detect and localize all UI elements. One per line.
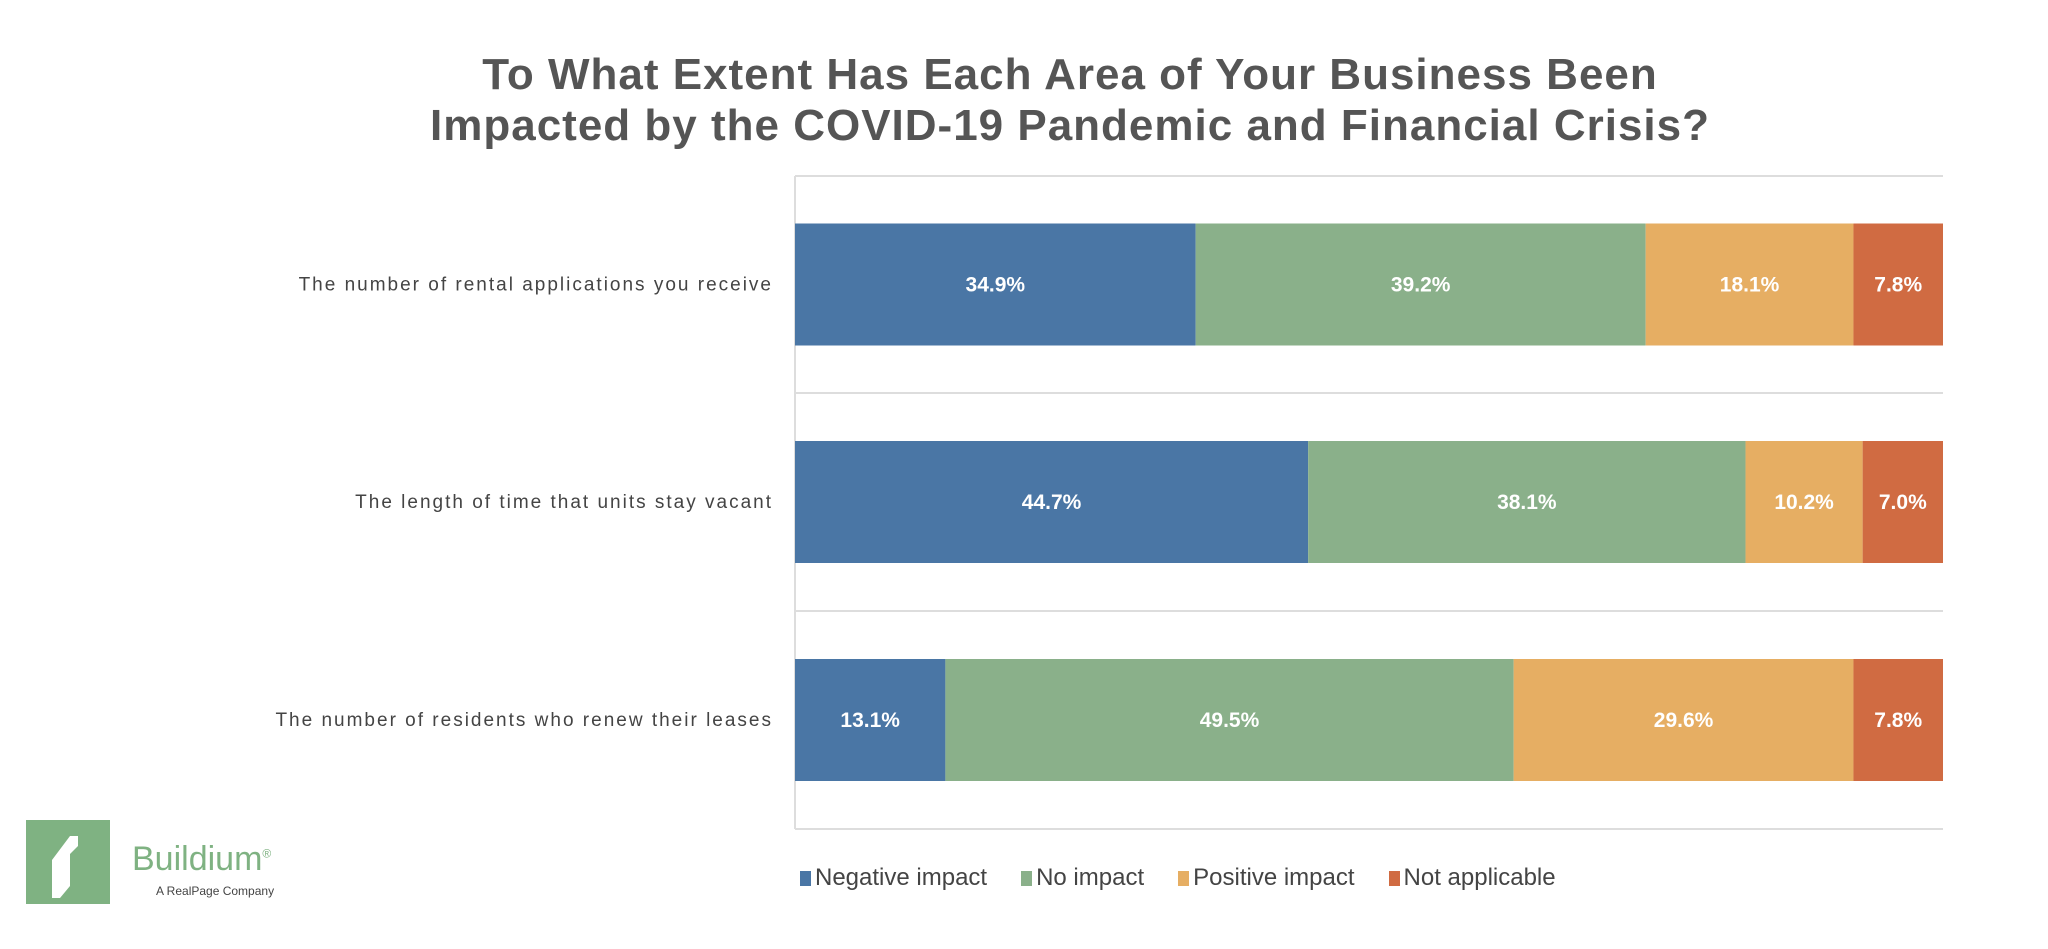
legend-swatch: [800, 870, 811, 886]
chart-title-line-2: Impacted by the COVID-19 Pandemic and Fi…: [430, 101, 1710, 150]
bar-segment: [1853, 223, 1943, 346]
data-label: 29.6%: [1654, 709, 1714, 732]
brand-name: Buildium®: [132, 840, 271, 879]
legend-swatch: [1178, 870, 1190, 886]
data-label: 39.2%: [1391, 274, 1451, 297]
legend: Negative impact No impact Positive impac…: [800, 864, 1556, 892]
building-icon: [52, 836, 78, 898]
buildium-logo-icon: [26, 820, 110, 904]
legend-item-not-applicable: Not applicable: [1388, 864, 1556, 892]
legend-label: No impact: [1036, 864, 1145, 891]
data-label: 10.2%: [1774, 491, 1834, 514]
bar-segment: [1745, 441, 1863, 563]
data-label: 7.8%: [1874, 274, 1922, 297]
legend-swatch: [1388, 870, 1400, 886]
data-label: 44.7%: [1022, 491, 1082, 514]
bar-segment: [1853, 659, 1943, 781]
bar-segment: [1195, 223, 1646, 346]
data-label: 7.8%: [1874, 709, 1922, 732]
bar-segment: [795, 441, 1309, 563]
legend-label: Not applicable: [1403, 864, 1556, 891]
data-label: 13.1%: [840, 709, 900, 732]
category-label: The number of rental applications you re…: [299, 275, 773, 296]
legend-label: Negative impact: [815, 864, 988, 891]
legend-item-negative: Negative impact: [800, 864, 987, 892]
bar-segment: [1645, 223, 1854, 346]
bar-segment: [1308, 441, 1746, 563]
registered-mark: ®: [262, 846, 272, 861]
legend-label: Positive impact: [1193, 864, 1355, 891]
legend-item-no-impact: No impact: [1021, 864, 1144, 892]
data-label: 7.0%: [1879, 491, 1927, 514]
data-label: 18.1%: [1720, 274, 1780, 297]
data-label: 34.9%: [966, 274, 1026, 297]
data-label: 38.1%: [1497, 491, 1557, 514]
chart-title-line-1: To What Extent Has Each Area of Your Bus…: [482, 50, 1658, 99]
data-label: 49.5%: [1200, 709, 1260, 732]
category-label: The number of residents who renew their …: [275, 710, 773, 731]
category-label: The length of time that units stay vacan…: [355, 492, 773, 513]
bar-segment: [945, 659, 1514, 781]
legend-swatch: [1021, 870, 1033, 886]
legend-item-positive: Positive impact: [1178, 864, 1355, 892]
bar-segment: [795, 223, 1196, 346]
bar-segment: [1862, 441, 1943, 563]
bar-segment: [1513, 659, 1854, 781]
brand-text: Buildium: [132, 840, 263, 878]
bar-segment: [795, 659, 946, 781]
brand-tagline: A RealPage Company: [156, 884, 275, 898]
